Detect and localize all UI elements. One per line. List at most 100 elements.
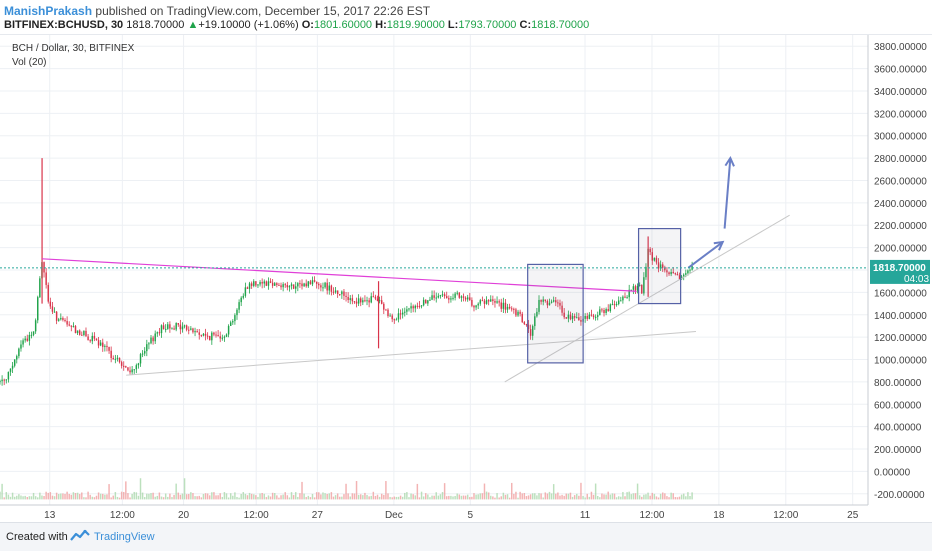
candle-body (200, 334, 203, 336)
volume-bar (502, 492, 505, 500)
chart-area[interactable]: -200.00000 0.00000 200.00000 400.00000 600.0… (0, 35, 932, 522)
author-link[interactable]: ManishPrakash (4, 4, 93, 18)
candle-body (32, 331, 35, 335)
volume-bar (504, 494, 507, 500)
volume-bar (116, 496, 119, 500)
volume-bar (511, 482, 513, 500)
volume-bar (265, 497, 268, 500)
candle-body (339, 293, 341, 295)
volume-bar (611, 493, 614, 500)
candle-body (7, 371, 10, 380)
volume-bar (576, 493, 578, 500)
candle-body (307, 281, 310, 287)
volume-bar (492, 496, 494, 500)
volume-bar (7, 494, 10, 500)
candle-body (265, 281, 268, 286)
volume-bar (563, 495, 565, 500)
volume-bar (487, 492, 490, 500)
volume-bar (347, 493, 349, 500)
volume-bar (131, 493, 133, 500)
volume-bar (229, 493, 232, 500)
y-tick-label: 0.00000 (874, 467, 911, 478)
candle-body (607, 309, 609, 312)
breakout-box (637, 227, 682, 305)
candle-body (204, 333, 207, 336)
volume-bar (160, 496, 163, 500)
candle-body (53, 311, 56, 313)
candle-body (601, 309, 603, 311)
volume-bar (362, 495, 364, 500)
candle-body (567, 314, 570, 319)
candle-body (487, 300, 490, 302)
volume-bar (292, 495, 295, 500)
volume-bar (133, 491, 135, 500)
volume-bar (91, 496, 94, 500)
candle-body (95, 338, 98, 341)
volume-bar (431, 495, 433, 500)
volume-bar (655, 496, 658, 500)
volume-bar (657, 497, 660, 500)
tradingview-link[interactable]: TradingView (94, 531, 155, 543)
volume-bar (167, 496, 169, 500)
candle-body (78, 330, 81, 335)
candle-body (133, 369, 135, 371)
candle-body (332, 291, 335, 293)
candle-body (0, 381, 1, 383)
volume-bar (647, 492, 649, 500)
candle-body (137, 363, 140, 366)
volume-bar (259, 493, 261, 500)
candle-body (596, 315, 599, 317)
volume-bar (183, 478, 186, 500)
volume-bar (156, 495, 159, 500)
candle-body (611, 304, 614, 306)
candle-body (217, 335, 219, 337)
volume-bar (469, 497, 471, 500)
volume-bar (351, 493, 354, 500)
tradingview-logo-icon[interactable] (70, 529, 90, 543)
candle-body (659, 264, 662, 269)
volume-bar (143, 497, 146, 500)
candle-body (435, 297, 437, 299)
candle-body (305, 283, 307, 287)
volume-bar (479, 493, 482, 500)
volume-bar (582, 495, 584, 500)
volume-bar (588, 496, 591, 500)
candle-body (416, 305, 419, 307)
volume-bar (104, 494, 106, 500)
candle-body (580, 320, 582, 322)
volume-bar (445, 496, 448, 500)
volume-bar (370, 495, 372, 500)
volume-bar (68, 493, 70, 500)
volume-bar (175, 483, 177, 500)
candle-body (24, 338, 26, 341)
candle-body (359, 298, 362, 303)
candle-body (232, 321, 234, 323)
y-tick-label: 3400.00000 (874, 87, 927, 98)
candle-body (387, 309, 389, 316)
candle-body (364, 300, 366, 302)
volume-bar (609, 494, 612, 500)
candle-body (334, 290, 337, 293)
candle-body (309, 281, 312, 285)
candle-body (366, 300, 368, 302)
candle-body (645, 266, 647, 278)
candle-body (634, 286, 637, 291)
candle-body (664, 267, 666, 271)
candle-body (51, 306, 54, 312)
candle-body (227, 325, 230, 335)
volume-bar (0, 491, 1, 500)
candle-body (303, 283, 305, 287)
volume-bar (13, 496, 16, 500)
volume-bar (45, 491, 47, 500)
volume-bar (607, 491, 609, 500)
candle-body (43, 262, 45, 273)
volume-bar (60, 493, 62, 500)
candle-body (615, 303, 618, 305)
candle-body (586, 315, 588, 319)
candle-body (439, 295, 442, 297)
volume-bar (127, 493, 129, 500)
candle-body (406, 309, 408, 312)
candle-body (87, 336, 89, 341)
price-chart[interactable]: -200.00000 0.00000 200.00000 400.00000 600.0… (0, 35, 932, 522)
volume-bar (596, 495, 599, 500)
